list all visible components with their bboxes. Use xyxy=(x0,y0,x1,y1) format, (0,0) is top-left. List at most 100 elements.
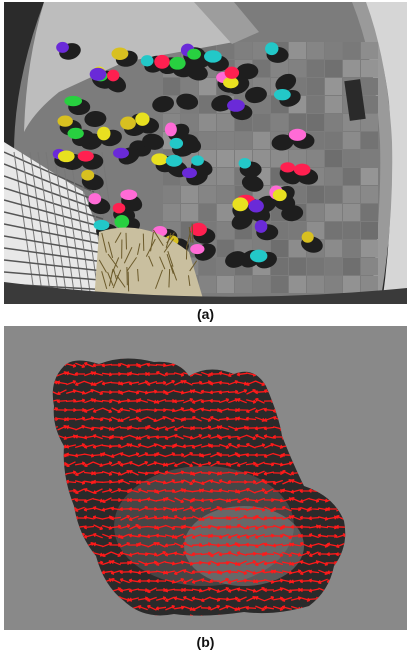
floor-tile xyxy=(199,204,216,221)
flow-arrow xyxy=(174,497,185,504)
flow-arrow xyxy=(326,506,337,512)
person-segment xyxy=(182,167,197,179)
flow-arrow xyxy=(218,435,230,440)
floor-tile xyxy=(253,150,270,167)
flow-arrow xyxy=(209,498,221,503)
floor-tile xyxy=(307,150,324,167)
flow-arrow xyxy=(165,416,176,423)
flow-arrow xyxy=(83,515,95,520)
flow-arrow xyxy=(219,398,230,404)
flow-arrow xyxy=(209,533,221,538)
flow-arrow xyxy=(236,372,248,377)
person-segment xyxy=(165,154,183,167)
person-segment xyxy=(248,199,264,213)
flow-arrow xyxy=(92,417,104,422)
flow-arrow xyxy=(182,542,193,548)
flow-arrow xyxy=(83,461,94,468)
flow-arrow xyxy=(209,488,221,493)
flow-arrow xyxy=(137,498,149,503)
wall-pillar xyxy=(194,2,259,44)
flow-arrow xyxy=(218,407,229,413)
flow-arrow xyxy=(120,362,131,368)
caption-a: (a) xyxy=(196,306,215,322)
person-body xyxy=(84,110,107,128)
floor-tile xyxy=(325,60,342,77)
floor-tile xyxy=(271,114,288,131)
flow-arrow xyxy=(110,452,121,458)
floor-tile xyxy=(217,276,234,293)
person-segment xyxy=(120,116,136,130)
flow-arrow xyxy=(191,497,203,502)
flow-arrow xyxy=(65,444,77,449)
flow-arrow xyxy=(209,479,220,484)
floor-tile xyxy=(361,132,378,149)
floor-tile xyxy=(325,96,342,113)
flow-arrow xyxy=(146,515,158,520)
flow-arrow xyxy=(111,407,122,414)
floor-tile xyxy=(307,258,324,275)
flow-arrow xyxy=(119,533,130,539)
flow-arrow xyxy=(128,443,139,448)
flow-arrow xyxy=(290,579,302,584)
flow-arrow xyxy=(281,469,292,476)
flow-arrow xyxy=(317,551,329,557)
flow-arrow xyxy=(218,560,230,565)
flow-arrow xyxy=(164,588,176,593)
person-segment xyxy=(191,155,204,166)
plant-leaf xyxy=(137,268,139,282)
flow-arrow xyxy=(318,542,329,548)
flow-arrow xyxy=(101,452,112,458)
plant-leaf xyxy=(111,257,120,274)
flow-arrow xyxy=(111,542,122,548)
person-body xyxy=(271,134,294,151)
flow-arrow xyxy=(281,488,293,493)
flow-arrow xyxy=(101,461,113,466)
flow-arrow xyxy=(183,506,194,512)
flow-arrow xyxy=(164,515,175,520)
flow-arrow xyxy=(191,398,202,404)
flow-arrow xyxy=(209,415,220,422)
flow-arrow xyxy=(227,389,239,394)
flow-arrow xyxy=(102,488,113,493)
flow-arrow xyxy=(138,452,149,458)
flow-arrow xyxy=(236,560,247,567)
flow-arrow xyxy=(308,578,320,583)
flow-arrow xyxy=(191,443,202,449)
plant-leaf xyxy=(189,260,198,272)
flow-arrow xyxy=(254,434,265,440)
flow-arrow xyxy=(137,542,148,548)
flow-arrow xyxy=(200,479,211,486)
flow-arrow xyxy=(227,596,239,601)
flow-arrow xyxy=(200,488,212,493)
flow-arrow xyxy=(92,471,104,476)
stair-rail xyxy=(4,235,116,256)
floor-tile xyxy=(307,276,324,293)
plant-leaf xyxy=(107,241,114,259)
flow-arrow xyxy=(191,479,202,485)
flow-arrow xyxy=(246,560,257,566)
flow-arrow xyxy=(290,507,302,512)
flow-arrow xyxy=(236,506,248,511)
flow-arrow xyxy=(182,587,194,592)
flow-arrow xyxy=(210,597,221,602)
person-segment xyxy=(301,231,314,243)
flow-arrow xyxy=(101,497,112,504)
flow-arrow xyxy=(92,444,104,449)
flow-arrow xyxy=(200,507,212,512)
flow-arrow xyxy=(74,416,86,421)
flow-arrow xyxy=(308,533,319,539)
flow-arrow xyxy=(227,578,238,584)
flow-arrow xyxy=(219,587,230,593)
person-segment xyxy=(227,99,245,112)
flow-arrow xyxy=(83,361,94,368)
flow-arrow xyxy=(92,542,103,547)
person-segments xyxy=(52,41,314,271)
flow-arrow xyxy=(111,461,122,467)
flow-arrow xyxy=(191,407,202,413)
flow-arrow xyxy=(246,434,257,441)
flow-arrow xyxy=(218,425,229,431)
flow-arrow xyxy=(174,372,185,377)
floor-tile xyxy=(325,42,342,59)
flow-arrow xyxy=(308,542,319,548)
flow-arrow xyxy=(173,452,185,458)
